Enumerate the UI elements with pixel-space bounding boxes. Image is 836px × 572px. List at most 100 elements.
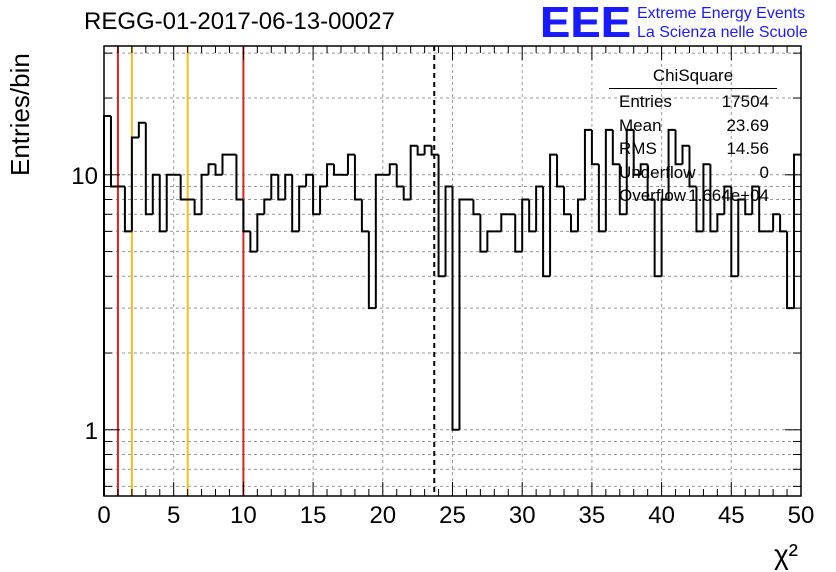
histogram-bin	[786, 231, 795, 310]
histogram-bin	[542, 186, 551, 278]
histogram-bin	[207, 163, 216, 175]
histogram-bin	[374, 173, 383, 309]
x-tick-label: 15	[300, 502, 327, 529]
histogram-bin	[528, 199, 537, 233]
histogram-bin	[479, 214, 488, 253]
stats-key: Overflow	[619, 186, 687, 205]
histogram-bin	[333, 164, 341, 176]
x-tick-label: 25	[439, 502, 466, 529]
logo-mark: EEE	[540, 0, 632, 47]
histogram-bin	[723, 185, 732, 215]
histogram-bin	[305, 173, 314, 187]
histogram-bin	[514, 214, 523, 253]
histogram-bin	[346, 153, 355, 175]
stats-key: Entries	[619, 92, 672, 111]
histogram-bin	[263, 198, 272, 215]
histogram-bin	[695, 186, 704, 233]
marker-lines-layer	[116, 46, 436, 496]
histogram-bin	[646, 164, 655, 201]
histogram-bin	[660, 198, 669, 277]
histogram-bin	[416, 145, 425, 156]
x-tick-label: 30	[509, 502, 536, 529]
histogram-bin	[793, 153, 801, 309]
histogram-bin	[576, 198, 585, 232]
stats-row-rms: RMS 14.56	[619, 139, 769, 161]
histogram-bin	[312, 174, 321, 216]
histogram-bin	[535, 185, 544, 232]
histogram-bin	[486, 230, 495, 252]
histogram-bin	[388, 163, 397, 175]
histogram-bin	[779, 214, 788, 233]
histogram-bin	[319, 185, 328, 215]
histogram-bin	[716, 213, 725, 232]
x-tick-label: 50	[788, 502, 815, 529]
y-tick-label: 10	[71, 163, 98, 190]
histogram-bin	[604, 128, 613, 232]
histogram-bin	[737, 198, 746, 277]
stats-row-overflow: Overflow 1.664e+04	[619, 186, 769, 208]
histogram-bin	[123, 186, 132, 233]
logo-line-2: La Scienza nelle Scuole	[637, 24, 808, 41]
stats-value: 17504	[721, 92, 769, 111]
frame-layer	[103, 45, 802, 497]
histogram-bin	[472, 199, 481, 216]
histogram-layer	[103, 115, 801, 496]
histogram-bin	[200, 173, 209, 215]
histogram-bin	[597, 164, 606, 233]
x-tick-label: 40	[648, 502, 675, 529]
x-tick-label: 5	[167, 502, 180, 529]
histogram-bin	[423, 144, 432, 155]
x-tick-label: 10	[230, 502, 257, 529]
histogram-bin	[235, 154, 244, 201]
histogram-bin	[667, 128, 676, 200]
histogram-bin	[639, 163, 648, 175]
stats-value: 0	[759, 163, 769, 182]
histogram-bin	[193, 199, 202, 216]
x-axis-label: χ²	[774, 539, 798, 570]
stats-key: Mean	[619, 116, 662, 135]
histogram-bin	[214, 164, 223, 176]
stats-row-mean: Mean 23.69	[619, 116, 769, 138]
histogram-bin	[367, 231, 376, 310]
histogram-bin	[583, 128, 592, 200]
histogram-bin	[326, 163, 335, 187]
histogram-bin	[688, 145, 697, 188]
histogram-bin	[751, 185, 760, 215]
histogram-bin	[130, 136, 139, 232]
histogram-bin	[458, 198, 467, 430]
histogram-bin	[702, 163, 711, 232]
histogram-bin	[242, 199, 251, 233]
histogram-bin	[249, 231, 258, 253]
histogram-bin	[744, 199, 753, 216]
histogram-bin	[590, 129, 599, 166]
histogram-bin	[611, 129, 620, 166]
histogram-bin	[277, 174, 286, 201]
histogram-bin	[409, 144, 418, 200]
histogram-bin	[353, 154, 362, 201]
stats-key: RMS	[619, 139, 657, 158]
histogram-bin	[270, 173, 279, 200]
histogram-bin	[402, 186, 411, 201]
histogram-bin	[437, 154, 446, 278]
histogram-bin	[500, 213, 509, 232]
histogram-bin	[179, 174, 188, 201]
stats-row-underflow: Underflow 0	[619, 163, 769, 185]
x-tick-label: 45	[718, 502, 745, 529]
y-tick-label: 1	[85, 418, 98, 445]
stats-row-entries: Entries 17504	[619, 92, 769, 114]
histogram-bin	[221, 153, 230, 175]
histogram-bin	[451, 186, 460, 431]
histogram-bin	[444, 185, 453, 277]
histogram-bin	[618, 164, 627, 216]
histogram-bin	[291, 174, 300, 233]
histogram-bin	[298, 185, 307, 232]
x-tick-label: 20	[369, 502, 396, 529]
stats-value: 14.56	[726, 139, 769, 158]
histogram-bin	[758, 186, 767, 233]
histogram-bin	[284, 173, 293, 200]
stats-title: ChiSquare	[652, 66, 734, 85]
histogram-bin	[430, 145, 439, 156]
histogram-bin	[674, 129, 683, 166]
histogram-bin	[681, 144, 690, 165]
